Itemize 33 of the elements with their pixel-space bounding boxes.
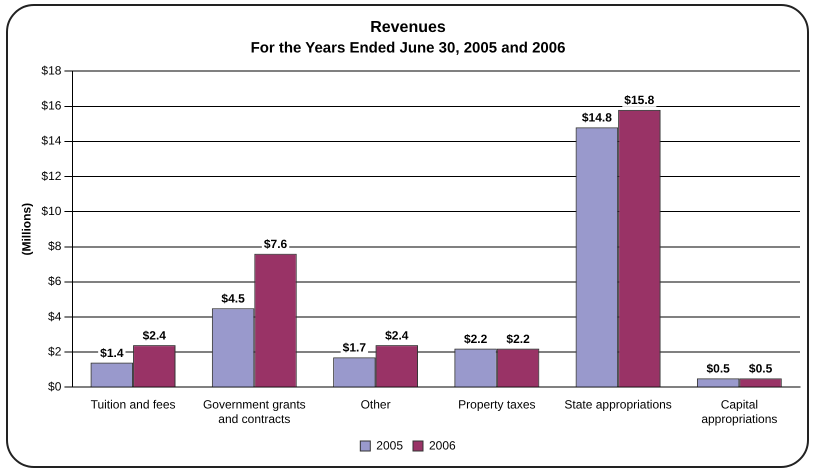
x-tick-label: Government grants and contracts	[202, 398, 306, 426]
data-label: $2.2	[464, 332, 488, 346]
y-tick-label: $10	[41, 204, 62, 218]
y-tick-label: $16	[41, 98, 62, 113]
y-tick-label: $8	[48, 239, 62, 254]
y-tick-label: $2	[48, 344, 62, 358]
data-label: $4.5	[221, 292, 246, 306]
chart-title: Revenues	[370, 19, 446, 36]
x-tick-label: Tuition and fees	[90, 398, 176, 412]
y-tick-label: $0	[48, 380, 62, 394]
data-label: $2.4	[385, 328, 409, 342]
data-label: $0.5	[748, 362, 773, 376]
data-label: $7.6	[264, 237, 288, 252]
chart-subtitle: For the Years Ended June 30, 2005 and 2006	[250, 39, 566, 56]
data-label: $14.8	[582, 110, 612, 125]
y-tick-label: $14	[41, 134, 62, 148]
x-tick-label: Property taxes	[458, 398, 536, 412]
x-tick-label: Capital appropriations	[701, 398, 778, 426]
x-tick-label: Other	[360, 398, 391, 412]
x-tick-label: State appropriations	[564, 398, 672, 412]
legend-label: 2005	[376, 438, 404, 452]
y-tick-label: $12	[41, 168, 62, 183]
data-label: $0.5	[706, 362, 730, 376]
y-tick-label: $18	[41, 64, 62, 78]
data-label: $15.8	[624, 93, 655, 108]
data-label: $1.7	[342, 340, 366, 355]
data-label: $1.4	[100, 346, 124, 360]
legend-label: 2006	[429, 438, 456, 452]
y-tick-label: $6	[48, 274, 62, 288]
y-tick-label: $4	[48, 309, 62, 324]
data-label: $2.4	[142, 328, 166, 342]
y-axis-title: (Millions)	[20, 202, 34, 256]
data-label: $2.2	[506, 332, 530, 346]
